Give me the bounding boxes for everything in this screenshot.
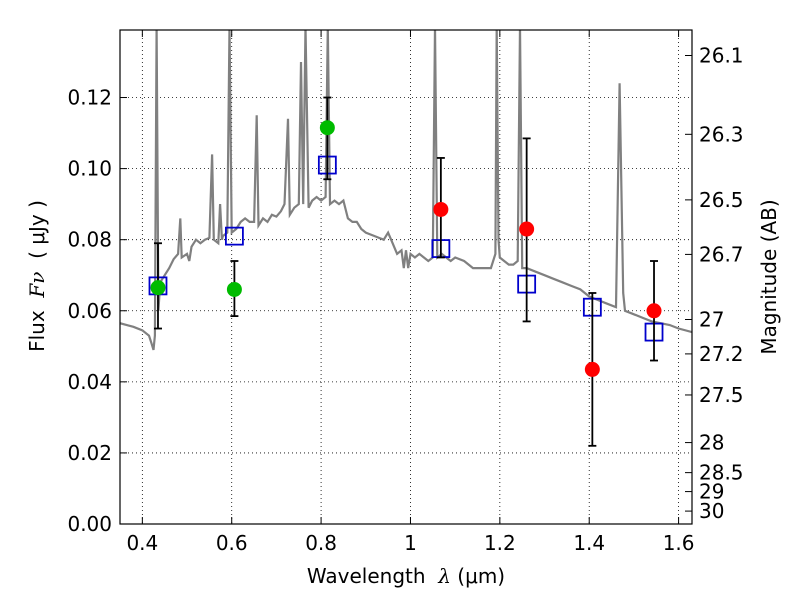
magnitude-tick-label: 27.5 (699, 383, 744, 407)
y-axis-label-prefix: Flux (25, 298, 49, 352)
magnitude-tick-label: 26.7 (699, 242, 744, 266)
magnitude-tick-label: 26.3 (699, 122, 744, 146)
x-tick-label: 0.8 (305, 531, 337, 555)
y-tick-label: 0.10 (67, 157, 112, 181)
y-tick-label: 0.02 (67, 441, 112, 465)
x-axis-label-prefix: Wavelength (307, 564, 438, 588)
y-tick-label: 0.08 (67, 228, 112, 252)
observed-flux-point (646, 303, 662, 319)
y-tick-label: 0.12 (67, 86, 112, 110)
magnitude-tick-label: 27.2 (699, 342, 744, 366)
plot-area (120, 30, 692, 351)
observed-flux-point (319, 120, 335, 136)
model-spectrum-line (120, 30, 692, 351)
x-tick-label: 1.6 (663, 531, 695, 555)
x-axis-label: Wavelength λ (μm) (307, 564, 505, 588)
observed-flux-point (433, 201, 449, 217)
model-photometry-point (224, 226, 244, 246)
magnitude-tick-label: 26.1 (699, 43, 744, 67)
magnitude-tick-label: 29 (699, 480, 724, 504)
magnitude-tick-label: 30 (699, 499, 724, 523)
observed-flux-point (584, 361, 600, 377)
x-tick-label: 1.2 (484, 531, 516, 555)
x-axis-label-unit: (μm) (451, 564, 505, 588)
y-axis-label-unit: ( μJy ) (25, 200, 49, 272)
magnitude-axis-label: Magnitude (AB) (757, 199, 781, 354)
x-axis-ticks: 0.4 0.6 0.8 1 1.2 1.4 1.6 (126, 30, 695, 555)
x-tick-label: 1 (404, 531, 417, 555)
data-markers (148, 96, 664, 447)
x-tick-label: 1.4 (573, 531, 605, 555)
observed-flux-point (519, 221, 535, 237)
y-tick-label: 0.06 (67, 299, 112, 323)
observed-flux-point (226, 281, 242, 297)
y-tick-label: 0.04 (67, 370, 112, 394)
y-axis-ticks: 0.00 0.02 0.04 0.06 0.08 0.10 0.12 (67, 86, 127, 536)
magnitude-tick-label: 28 (699, 431, 724, 455)
plot-frame (119, 29, 693, 525)
x-tick-label: 0.4 (126, 531, 158, 555)
magnitude-tick-label: 26.5 (699, 188, 744, 212)
y-axis-label-symbol: Fν (25, 272, 49, 299)
grid-lines (120, 30, 692, 525)
x-tick-label: 0.6 (216, 531, 248, 555)
observed-flux-point (150, 280, 166, 296)
y-tick-label: 0.00 (67, 512, 112, 536)
magnitude-tick-label: 28.5 (699, 461, 744, 485)
y-axis-label: Flux Fν ( μJy ) (25, 200, 49, 352)
x-axis-label-symbol: λ (437, 564, 451, 588)
magnitude-tick-label: 27 (699, 307, 724, 331)
